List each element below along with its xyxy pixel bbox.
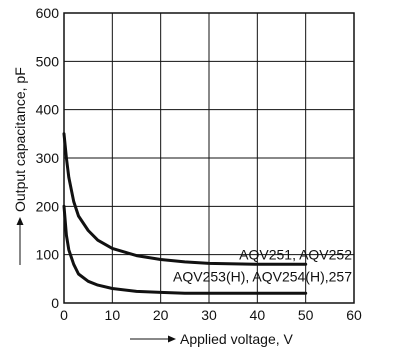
y-tick-label: 100 — [36, 247, 60, 263]
x-tick-label: 20 — [153, 307, 169, 323]
x-tick-label: 50 — [298, 307, 314, 323]
x-axis-title-group: Applied voltage, V — [130, 331, 294, 347]
x-axis-arrow-head — [168, 335, 176, 343]
y-tick-label: 600 — [36, 5, 60, 21]
x-tick-label: 30 — [201, 307, 217, 323]
x-tick-label: 40 — [250, 307, 266, 323]
y-axis-arrow-head — [16, 217, 24, 225]
x-tick-label: 60 — [346, 307, 362, 323]
y-tick-label: 400 — [36, 102, 60, 118]
y-axis-title-group: Output capacitance, pF — [12, 67, 28, 265]
x-tick-label: 0 — [60, 307, 68, 323]
plot-frame — [63, 12, 355, 304]
plot-border — [63, 12, 355, 304]
y-tick-label: 500 — [36, 53, 60, 69]
y-tick-label: 200 — [36, 198, 60, 214]
y-tick-label: 0 — [51, 295, 59, 311]
series-label-1: AQV251, AQV252 — [239, 246, 352, 262]
y-tick-label: 300 — [36, 150, 60, 166]
series-labels: AQV251, AQV252 AQV253(H), AQV254(H),257 — [173, 246, 352, 284]
x-tick-label: 10 — [105, 307, 121, 323]
series-label-2: AQV253(H), AQV254(H),257 — [173, 268, 352, 284]
series-lines — [62, 132, 308, 295]
x-axis-title: Applied voltage, V — [180, 331, 294, 347]
y-axis-title: Output capacitance, pF — [12, 67, 28, 212]
series-line-2 — [62, 204, 308, 295]
series-line-1 — [62, 132, 308, 266]
